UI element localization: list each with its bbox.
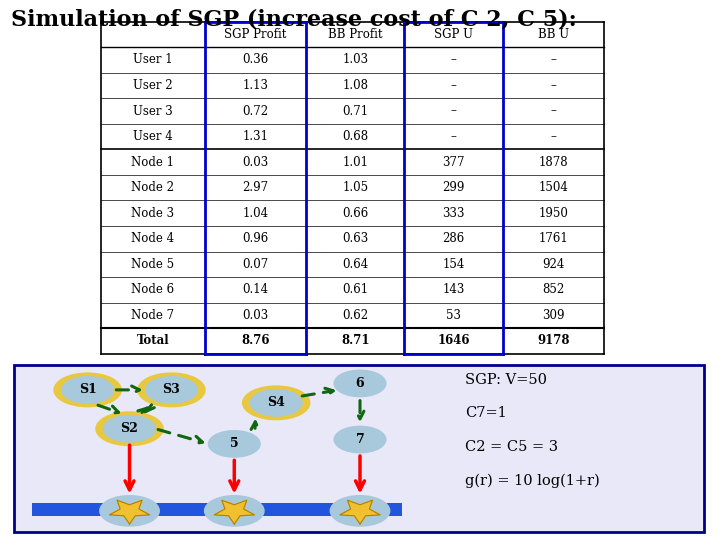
- Text: Node 5: Node 5: [131, 258, 174, 271]
- Text: –: –: [551, 105, 557, 118]
- Text: User 4: User 4: [133, 130, 173, 143]
- Text: 53: 53: [446, 309, 462, 322]
- Text: 1.08: 1.08: [342, 79, 368, 92]
- Text: 0.71: 0.71: [342, 105, 369, 118]
- Text: SGP Profit: SGP Profit: [224, 28, 287, 41]
- Text: 1878: 1878: [539, 156, 568, 168]
- Ellipse shape: [209, 431, 260, 457]
- Ellipse shape: [62, 377, 114, 403]
- FancyBboxPatch shape: [14, 365, 704, 532]
- Ellipse shape: [204, 496, 264, 526]
- Text: 286: 286: [443, 232, 465, 245]
- Text: 7: 7: [356, 433, 364, 446]
- Ellipse shape: [104, 416, 156, 442]
- Text: 1.04: 1.04: [243, 207, 269, 220]
- Text: 852: 852: [542, 284, 564, 296]
- Text: SGP U: SGP U: [434, 28, 473, 41]
- Ellipse shape: [251, 390, 302, 416]
- Text: 1.01: 1.01: [342, 156, 368, 168]
- Text: 1.03: 1.03: [342, 53, 369, 66]
- Text: SGP: V=50: SGP: V=50: [465, 373, 546, 387]
- Text: 1646: 1646: [438, 334, 470, 347]
- Text: S3: S3: [163, 383, 180, 396]
- Text: S2: S2: [120, 422, 138, 435]
- Text: C2 = C5 = 3: C2 = C5 = 3: [465, 440, 558, 454]
- Text: –: –: [551, 130, 557, 143]
- Text: g(r) = 10 log(1+r): g(r) = 10 log(1+r): [465, 474, 600, 488]
- Text: Node 1: Node 1: [131, 156, 174, 168]
- Text: 0.72: 0.72: [243, 105, 269, 118]
- Text: 0.96: 0.96: [242, 232, 269, 245]
- Text: 1.13: 1.13: [243, 79, 269, 92]
- Text: 6: 6: [356, 377, 364, 390]
- Ellipse shape: [138, 373, 205, 407]
- Text: 9178: 9178: [537, 334, 570, 347]
- Text: 924: 924: [542, 258, 564, 271]
- Text: –: –: [551, 53, 557, 66]
- Ellipse shape: [96, 412, 163, 445]
- Text: 0.61: 0.61: [342, 284, 369, 296]
- Text: 1504: 1504: [539, 181, 569, 194]
- Text: 8.76: 8.76: [241, 334, 269, 347]
- Text: User 2: User 2: [133, 79, 173, 92]
- Text: 154: 154: [443, 258, 465, 271]
- Text: 309: 309: [542, 309, 565, 322]
- Text: –: –: [451, 53, 456, 66]
- Ellipse shape: [100, 496, 159, 526]
- Text: C7=1: C7=1: [465, 406, 506, 420]
- Text: S1: S1: [78, 383, 96, 396]
- Polygon shape: [109, 500, 150, 524]
- Text: 299: 299: [443, 181, 465, 194]
- Text: 1761: 1761: [539, 232, 569, 245]
- Text: 2.97: 2.97: [243, 181, 269, 194]
- Ellipse shape: [145, 377, 197, 403]
- Text: 0.68: 0.68: [342, 130, 369, 143]
- Text: 0.62: 0.62: [342, 309, 369, 322]
- Text: BB Profit: BB Profit: [328, 28, 382, 41]
- Text: User 3: User 3: [133, 105, 173, 118]
- Ellipse shape: [334, 427, 386, 453]
- Text: 8.71: 8.71: [341, 334, 369, 347]
- Text: –: –: [551, 79, 557, 92]
- Text: 0.63: 0.63: [342, 232, 369, 245]
- Text: Node 3: Node 3: [131, 207, 174, 220]
- Text: 1.05: 1.05: [342, 181, 369, 194]
- Ellipse shape: [334, 370, 386, 396]
- Text: 1950: 1950: [539, 207, 569, 220]
- Ellipse shape: [330, 496, 390, 526]
- Text: 0.03: 0.03: [242, 309, 269, 322]
- FancyBboxPatch shape: [32, 503, 402, 516]
- Text: BB U: BB U: [538, 28, 570, 41]
- Polygon shape: [340, 500, 380, 524]
- Text: Node 6: Node 6: [131, 284, 174, 296]
- Text: 0.66: 0.66: [342, 207, 369, 220]
- Ellipse shape: [243, 386, 310, 420]
- Text: 0.03: 0.03: [242, 156, 269, 168]
- Text: 0.36: 0.36: [242, 53, 269, 66]
- Text: Node 4: Node 4: [131, 232, 174, 245]
- Text: Total: Total: [137, 334, 169, 347]
- Text: 1.31: 1.31: [243, 130, 269, 143]
- Text: 0.14: 0.14: [243, 284, 269, 296]
- Text: –: –: [451, 105, 456, 118]
- Text: 0.64: 0.64: [342, 258, 369, 271]
- Text: 143: 143: [443, 284, 465, 296]
- Text: Simulation of SGP (increase cost of C 2, C 5):: Simulation of SGP (increase cost of C 2,…: [11, 8, 577, 30]
- Polygon shape: [214, 500, 254, 524]
- Text: 333: 333: [443, 207, 465, 220]
- Text: 0.07: 0.07: [242, 258, 269, 271]
- Text: 5: 5: [230, 437, 238, 450]
- Text: Node 2: Node 2: [131, 181, 174, 194]
- Text: 377: 377: [443, 156, 465, 168]
- Text: –: –: [451, 130, 456, 143]
- Text: User 1: User 1: [133, 53, 173, 66]
- Text: Node 7: Node 7: [131, 309, 174, 322]
- Text: S4: S4: [267, 396, 285, 409]
- Ellipse shape: [54, 373, 121, 407]
- Text: –: –: [451, 79, 456, 92]
